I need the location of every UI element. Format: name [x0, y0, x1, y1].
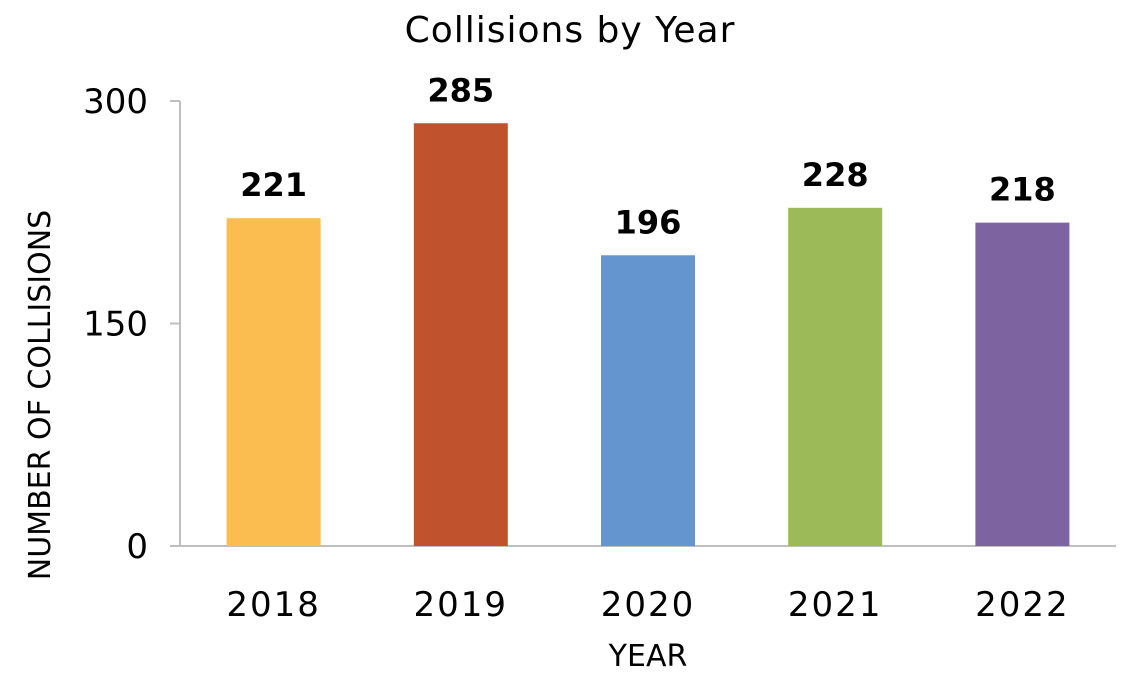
y-tick-label: 150 [83, 305, 148, 345]
data-label: 218 [989, 171, 1056, 209]
bar-2021 [788, 207, 883, 547]
data-label: 196 [615, 203, 682, 241]
bars [226, 123, 1070, 547]
data-label: 228 [802, 156, 869, 194]
bar-2022 [975, 222, 1070, 546]
bar-2019 [413, 123, 508, 546]
x-axis-label: YEAR [608, 639, 688, 674]
chart-title: Collisions by Year [405, 10, 736, 51]
data-labels: 221 285 196 228 218 [240, 71, 1056, 241]
y-tick-label: 0 [126, 527, 148, 567]
bar-2018 [226, 218, 321, 546]
data-label: 285 [427, 71, 494, 109]
x-tick-label: 2022 [975, 585, 1070, 625]
y-axis-label: NUMBER OF COLLISIONS [23, 210, 58, 580]
data-label: 221 [240, 166, 307, 204]
x-tick-label: 2019 [414, 585, 509, 625]
x-ticks: 2018 2019 2020 2021 2022 [226, 585, 1070, 625]
bar-2020 [601, 255, 695, 546]
y-ticks: 0 150 300 [83, 82, 180, 567]
x-tick-label: 2018 [226, 585, 321, 625]
x-tick-label: 2020 [601, 585, 696, 625]
y-tick-label: 300 [83, 82, 148, 122]
x-tick-label: 2021 [788, 585, 883, 625]
